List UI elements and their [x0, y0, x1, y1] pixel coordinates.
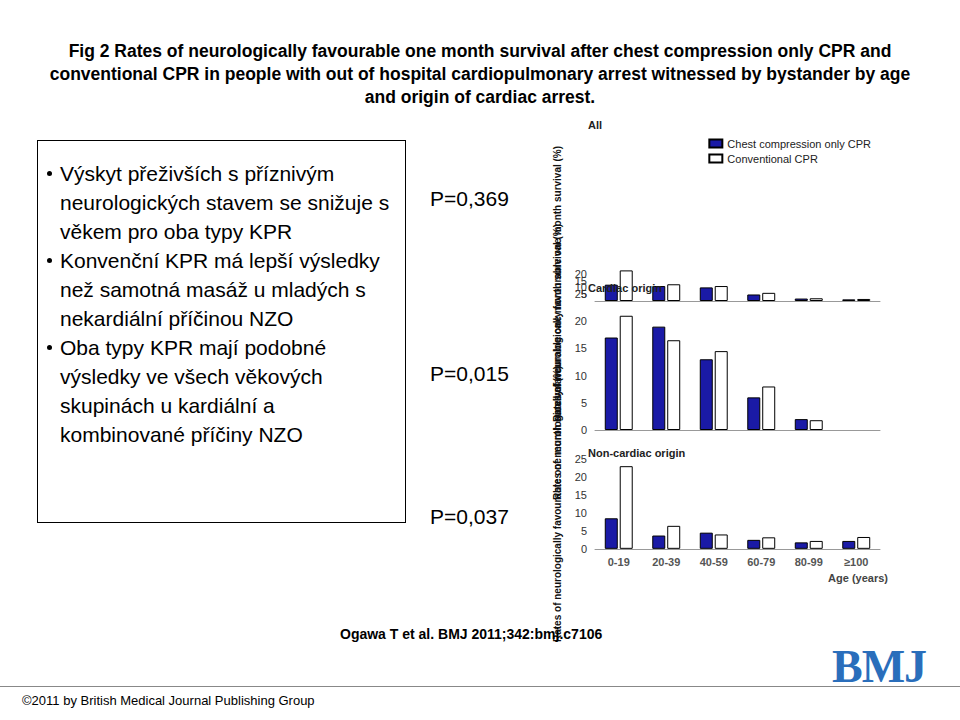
svg-text:Conventional CPR: Conventional CPR [727, 153, 818, 165]
svg-text:80-99: 80-99 [795, 556, 823, 568]
svg-text:Cardiac origin: Cardiac origin [588, 282, 662, 294]
svg-text:Chest compression only CPR: Chest compression only CPR [727, 138, 871, 150]
html-text:Oba typy KPR mají podobné výsl: Oba typy KPR mají podobné výsledky ve vš… [60, 336, 327, 446]
html-text:BMJ: BMJ [832, 641, 927, 692]
svg-text:15: 15 [574, 274, 587, 287]
svg-text:≥100: ≥100 [844, 556, 868, 568]
svg-text:All: All [588, 119, 602, 131]
html-text:Ogawa T et al. BMJ 2011;342:bm: Ogawa T et al. BMJ 2011;342:bmj.c7106 [340, 626, 603, 642]
svg-text:0: 0 [581, 424, 587, 436]
html-text:P=0,015: P=0,015 [430, 362, 509, 385]
html-text:Fig 2 Rates of neurologically: Fig 2 Rates of neurologically favourable… [49, 41, 911, 107]
svg-text:0: 0 [581, 543, 587, 555]
svg-text:25: 25 [575, 453, 587, 465]
svg-text:5: 5 [581, 525, 587, 537]
svg-text:Rates of neurologically favour: Rates of neurologically favourable one m… [552, 366, 563, 642]
svg-text:10: 10 [575, 370, 587, 382]
svg-text:20-39: 20-39 [652, 556, 680, 568]
svg-text:5: 5 [581, 397, 587, 409]
svg-text:20: 20 [575, 471, 587, 483]
html-text:P=0,037: P=0,037 [430, 505, 509, 528]
html-text:Výskyt přeživších s příznivým: Výskyt přeživších s příznivým neurologic… [60, 162, 390, 243]
svg-text:20: 20 [575, 268, 587, 280]
svg-text:0-19: 0-19 [608, 556, 630, 568]
svg-text:20: 20 [575, 315, 587, 327]
svg-text:25: 25 [575, 288, 587, 300]
svg-text:Non-cardiac origin: Non-cardiac origin [588, 447, 685, 459]
svg-text:15: 15 [575, 489, 587, 501]
html-text:©2011 by British Medical Journ: ©2011 by British Medical Journal Publish… [22, 693, 315, 708]
svg-text:15: 15 [575, 342, 587, 354]
svg-text:Age (years): Age (years) [828, 572, 888, 584]
svg-text:60-79: 60-79 [747, 556, 775, 568]
svg-text:40-59: 40-59 [700, 556, 728, 568]
html-text:Konvenční KPR má lepší výsledk: Konvenční KPR má lepší výsledky než samo… [60, 249, 380, 330]
svg-text:10: 10 [575, 507, 587, 519]
html-text:P=0,369: P=0,369 [430, 187, 509, 210]
